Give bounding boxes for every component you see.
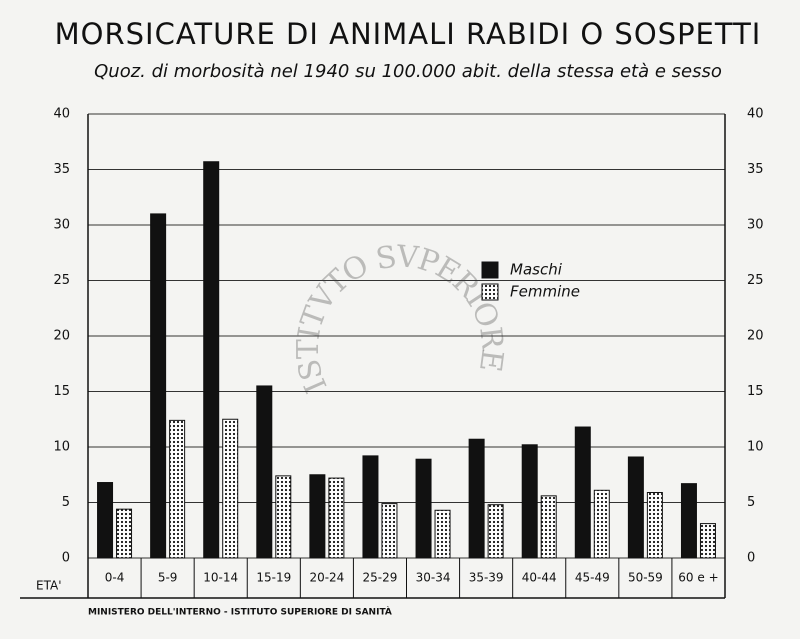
legend-label: Femmine [510,283,580,301]
bar [468,438,485,559]
x-tick-label: 60 e + [678,571,718,585]
bar [627,456,644,559]
bar [328,477,345,559]
bar [540,495,557,559]
y2-tick-label: 15 [747,384,764,399]
y-tick-label: 0 [62,551,70,566]
x-axis-label: ETA' [36,579,62,593]
y2-tick-label: 35 [747,162,764,177]
legend-label: Maschi [510,261,563,279]
bar [169,419,186,559]
y2-tick-label: 40 [747,107,764,122]
bar [203,161,220,559]
x-tick-label: 50-59 [628,571,663,585]
y2-tick-label: 10 [747,440,764,455]
bar [487,504,504,559]
bar [97,482,114,559]
bar [574,426,591,559]
footer: MINISTERO DELL'INTERNO - ISTITUTO SUPERI… [88,606,392,618]
y2-tick-label: 20 [747,329,764,344]
y-tick-label: 40 [53,107,70,122]
y-tick-label: 35 [53,162,70,177]
bar [646,492,663,559]
y-tick-label: 25 [53,273,70,288]
watermark: ISTITVTO SVPERIORE DI SANITÀ [0,0,510,398]
y-tick-label: 20 [53,329,70,344]
y2-tick-label: 30 [747,218,764,233]
x-tick-label: 40-44 [522,571,557,585]
y-tick-label: 10 [53,440,70,455]
y-tick-label: 15 [53,384,70,399]
bar [116,508,133,559]
x-tick-label: 35-39 [469,571,504,585]
y2-tick-label: 25 [747,273,764,288]
bar [309,474,326,559]
chart-title: MORSICATURE DI ANIMALI RABIDI O SOSPETTI [55,17,762,51]
legend-swatch [481,261,499,279]
chart-subtitle: Quoz. di morbosità nel 1940 su 100.000 a… [94,61,722,82]
x-tick-label: 5-9 [158,571,178,585]
bar [381,503,398,559]
legend-swatch [481,283,499,301]
watermark-text: ISTITVTO SVPERIORE DI SANITÀ [0,0,510,398]
y2-tick-label: 0 [747,551,755,566]
x-tick-label: 20-24 [309,571,344,585]
bar [593,489,610,559]
bar [521,444,538,559]
bar [150,213,167,559]
x-tick-label: 10-14 [203,571,238,585]
x-tick-label: 30-34 [416,571,451,585]
bar [434,509,451,559]
bar [699,523,716,559]
y2-tick-label: 5 [747,495,755,510]
bar [256,385,273,559]
y-tick-label: 5 [62,495,70,510]
bar [222,418,239,559]
bar [415,458,432,559]
bar [275,475,292,559]
bar [362,455,379,559]
x-tick-label: 15-19 [256,571,291,585]
y-tick-label: 30 [53,218,70,233]
x-tick-label: 25-29 [363,571,398,585]
bar [680,483,697,559]
x-tick-label: 0-4 [105,571,125,585]
x-tick-label: 45-49 [575,571,610,585]
